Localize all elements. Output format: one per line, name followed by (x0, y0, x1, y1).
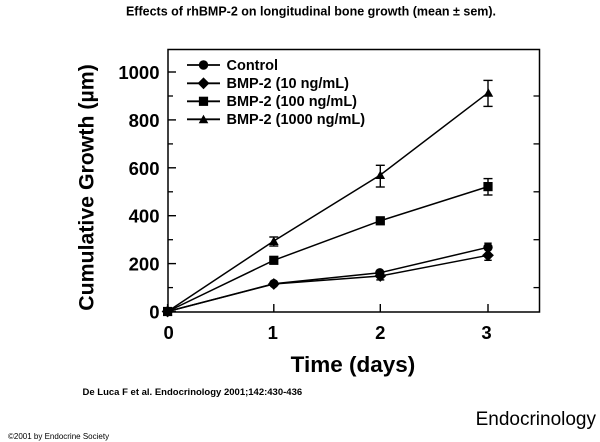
svg-text:BMP-2 (1000 ng/mL): BMP-2 (1000 ng/mL) (227, 112, 366, 128)
svg-text:2: 2 (375, 322, 385, 343)
svg-text:1000: 1000 (118, 62, 159, 83)
svg-text:BMP-2 (100 ng/mL): BMP-2 (100 ng/mL) (227, 94, 358, 110)
svg-text:Cumulative Growth (µm): Cumulative Growth (µm) (75, 64, 99, 311)
svg-text:Endocrinology: Endocrinology (476, 409, 597, 430)
svg-text:Control: Control (227, 58, 279, 74)
svg-text:0: 0 (163, 322, 173, 343)
svg-text:©2001 by Endocrine Society: ©2001 by Endocrine Society (8, 432, 109, 441)
svg-text:De Luca F et al. Endocrinology: De Luca F et al. Endocrinology 2001;142:… (83, 387, 303, 398)
svg-text:200: 200 (129, 254, 160, 275)
svg-text:3: 3 (481, 322, 491, 343)
svg-text:BMP-2 (10 ng/mL): BMP-2 (10 ng/mL) (227, 76, 350, 92)
svg-text:600: 600 (129, 158, 160, 179)
svg-text:800: 800 (129, 110, 160, 131)
svg-text:Effects of rhBMP-2 on longitud: Effects of rhBMP-2 on longitudinal bone … (126, 5, 496, 19)
svg-text:Time (days): Time (days) (291, 352, 416, 377)
svg-text:1: 1 (268, 322, 278, 343)
svg-text:0: 0 (149, 302, 159, 323)
svg-text:400: 400 (129, 206, 160, 227)
